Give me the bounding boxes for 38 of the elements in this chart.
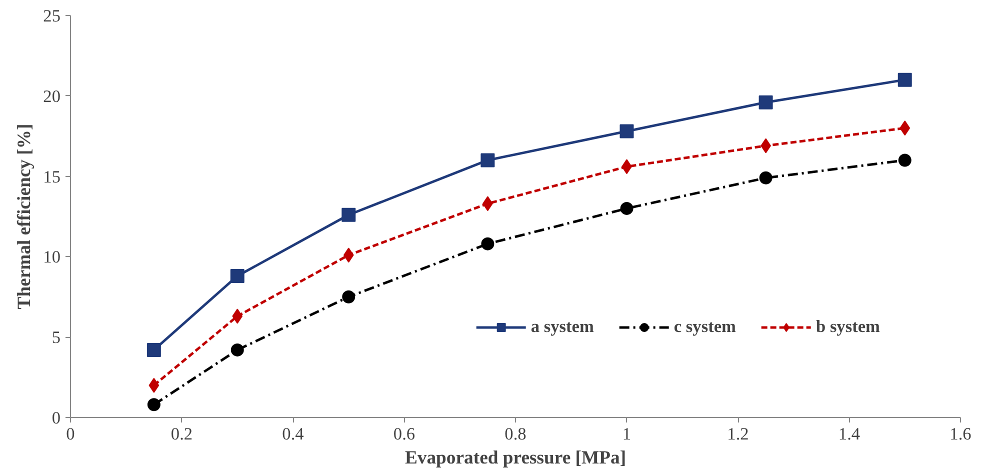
point <box>900 120 910 136</box>
point <box>620 124 634 138</box>
x-tick-label: 0.4 <box>282 424 304 444</box>
point <box>481 237 494 250</box>
x-tick-label: 1.6 <box>950 424 972 444</box>
point <box>230 268 244 283</box>
x-tick-label: 0.6 <box>393 424 416 444</box>
point <box>480 153 495 168</box>
point <box>758 95 773 110</box>
point <box>343 248 354 263</box>
x-tick-label: 1.4 <box>838 424 860 444</box>
legend-label: a system <box>530 317 594 337</box>
point <box>342 208 356 222</box>
x-tick-label: 0.8 <box>504 424 526 444</box>
point <box>232 308 243 324</box>
y-tick-label: 10 <box>43 248 60 267</box>
x-tick-label: 0.2 <box>170 424 193 444</box>
legend-label: c system <box>674 317 736 337</box>
point <box>148 378 160 393</box>
point <box>898 154 912 167</box>
y-tick-label: 15 <box>43 167 60 186</box>
x-axis-title: Evaporated pressure [MPa] <box>404 448 626 468</box>
x-tick-label: 1.2 <box>727 424 749 444</box>
point <box>759 171 772 184</box>
x-tick-label: 0 <box>66 424 75 444</box>
x-tick-label: 1 <box>622 424 632 444</box>
point <box>146 342 161 357</box>
point <box>898 72 912 87</box>
point <box>147 398 160 412</box>
y-tick-label: 20 <box>43 86 60 106</box>
point <box>342 290 356 304</box>
y-tick-label: 0 <box>52 408 61 428</box>
y-axis-title: Thermal efficiency [%] <box>14 124 36 310</box>
point <box>620 202 634 215</box>
y-tick-label: 5 <box>52 328 61 348</box>
point <box>230 343 244 356</box>
legend-label: b system <box>816 317 880 337</box>
y-tick-label: 25 <box>43 6 60 26</box>
